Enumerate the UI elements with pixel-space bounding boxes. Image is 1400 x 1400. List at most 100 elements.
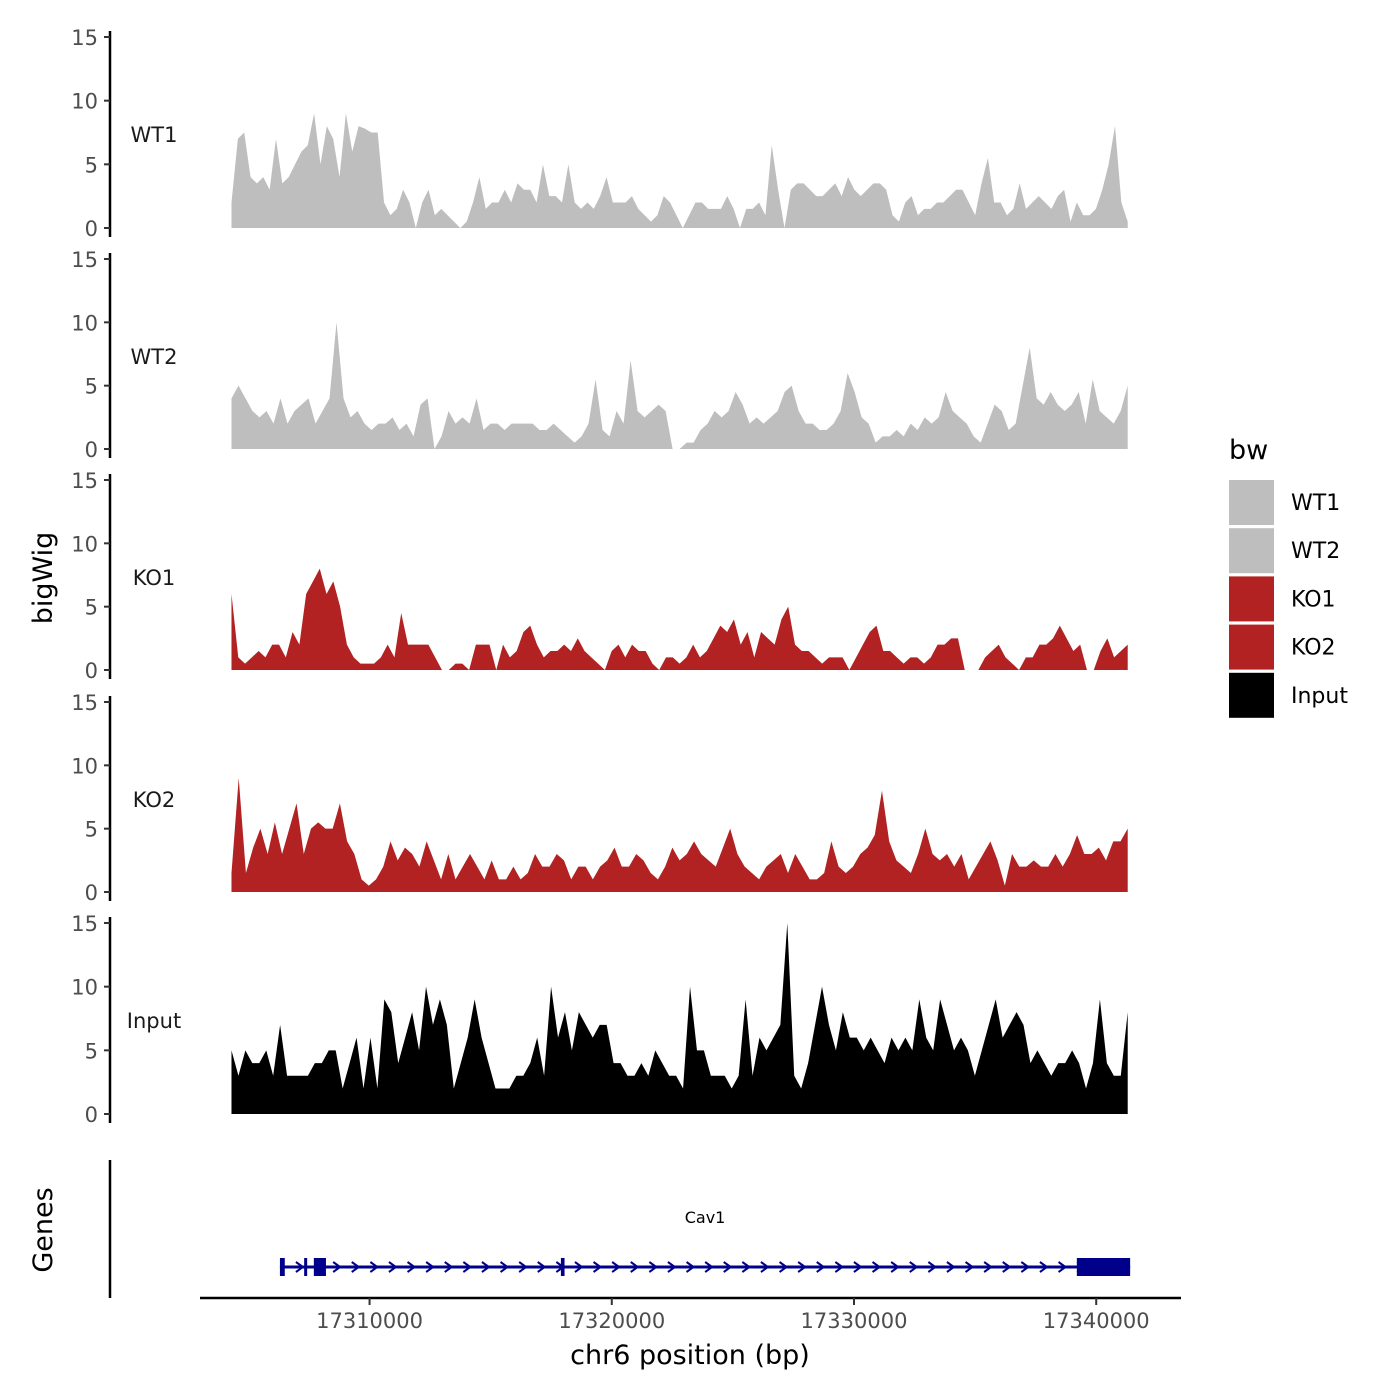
- legend-swatch: [1229, 624, 1274, 670]
- y-tick-label: 0: [85, 659, 98, 683]
- strand-arrow: [1020, 1261, 1031, 1273]
- strand-arrow: [760, 1261, 770, 1273]
- legend-swatch: [1229, 480, 1274, 525]
- strand-arrow: [648, 1261, 659, 1273]
- y-tick-label: 0: [85, 438, 98, 462]
- strand-arrow: [351, 1261, 361, 1273]
- strand-arrow: [1057, 1261, 1068, 1273]
- gene-exon: [279, 1258, 285, 1276]
- strand-arrow: [1039, 1261, 1049, 1273]
- legend-title: bw: [1229, 435, 1268, 466]
- strand-arrow: [537, 1261, 547, 1273]
- x-tick-label: 17320000: [558, 1309, 665, 1333]
- strand-arrow: [890, 1261, 900, 1273]
- strand-arrow: [964, 1261, 975, 1273]
- strand-arrow: [630, 1261, 640, 1273]
- y-tick-label: 5: [85, 1039, 98, 1063]
- strand-arrow: [685, 1261, 696, 1273]
- gene-name-label: Cav1: [685, 1208, 726, 1227]
- strand-arrow: [797, 1261, 807, 1273]
- strand-arrow: [611, 1261, 621, 1273]
- track-label: WT1: [131, 123, 178, 147]
- strand-arrow: [295, 1261, 305, 1273]
- strand-arrow: [667, 1261, 677, 1273]
- track-label: KO2: [133, 788, 176, 812]
- x-axis-title: chr6 position (bp): [570, 1340, 810, 1371]
- y-tick-label: 10: [71, 311, 98, 335]
- signal-area-ko1: [231, 568, 1128, 670]
- strand-arrow: [1002, 1261, 1012, 1273]
- y-tick-label: 5: [85, 153, 98, 177]
- x-tick-label: 17310000: [316, 1309, 423, 1333]
- y-tick-label: 0: [85, 217, 98, 241]
- legend-label: Input: [1291, 684, 1348, 709]
- strand-arrow: [444, 1261, 454, 1273]
- strand-arrow: [518, 1261, 528, 1273]
- y-tick-label: 15: [71, 26, 98, 50]
- strand-arrow: [704, 1261, 714, 1273]
- strand-arrow: [741, 1261, 752, 1273]
- track-input: 0 5 10 15 Input: [71, 912, 1128, 1127]
- gene-track: Cav1: [108, 1160, 1131, 1298]
- strand-arrow: [778, 1261, 789, 1273]
- y-tick-label: 10: [71, 90, 98, 114]
- y-axis-title: bigWig: [28, 532, 59, 625]
- legend-item-wt2: WT2: [1229, 528, 1340, 574]
- x-tick-label: 17330000: [801, 1309, 908, 1333]
- legend-item-ko2: KO2: [1229, 624, 1336, 670]
- y-tick-label: 15: [71, 912, 98, 936]
- track-label: KO1: [133, 566, 176, 590]
- signal-area-wt2: [231, 322, 1128, 449]
- strand-arrow: [406, 1261, 417, 1273]
- strand-arrow: [332, 1261, 342, 1273]
- legend-swatch: [1229, 672, 1274, 718]
- track-ko2: 0 5 10 15 KO2: [71, 691, 1128, 905]
- signal-area-ko2: [231, 778, 1128, 892]
- y-tick-label: 5: [85, 596, 98, 620]
- legend-swatch: [1229, 576, 1274, 622]
- y-tick-label: 10: [71, 754, 98, 778]
- signal-area-wt1: [231, 113, 1128, 228]
- y-tick-label: 0: [85, 881, 98, 905]
- y-tick-label: 15: [71, 469, 98, 493]
- signal-area-input: [231, 923, 1128, 1114]
- genes-axis-title: Genes: [28, 1187, 59, 1272]
- strand-arrow: [462, 1261, 473, 1273]
- strand-arrow: [574, 1261, 584, 1273]
- strand-arrow: [481, 1261, 491, 1273]
- gene-exon: [313, 1258, 326, 1276]
- y-tick-label: 5: [85, 375, 98, 399]
- legend-label: WT1: [1291, 491, 1340, 516]
- legend-label: KO2: [1291, 636, 1336, 661]
- strand-arrow: [425, 1261, 435, 1273]
- gene-exon: [304, 1258, 308, 1276]
- y-tick-label: 15: [71, 691, 98, 715]
- legend-label: WT2: [1291, 539, 1340, 564]
- legend-label: KO1: [1291, 587, 1336, 612]
- signal-tracks: 0 5 10 15 WT1 0 5 10 15 WT2 0 5 10 15 KO1 0 5 10 15 KO2 0 5 10…: [71, 26, 1128, 1127]
- strand-arrow: [946, 1261, 956, 1273]
- strand-arrow: [592, 1261, 603, 1273]
- track-wt2: 0 5 10 15 WT2: [71, 248, 1128, 462]
- strand-arrow: [983, 1261, 993, 1273]
- gene-exon: [560, 1258, 565, 1276]
- track-ko1: 0 5 10 15 KO1: [71, 469, 1128, 683]
- legend: bw WT1 WT2 KO1 KO2 Input: [1229, 435, 1348, 718]
- y-tick-label: 0: [85, 1103, 98, 1127]
- strand-arrow: [388, 1261, 398, 1273]
- y-tick-label: 15: [71, 248, 98, 272]
- track-label: WT2: [131, 345, 178, 369]
- strand-arrow: [927, 1261, 938, 1273]
- y-tick-label: 10: [71, 976, 98, 1000]
- strand-arrow: [834, 1261, 845, 1273]
- strand-arrow: [499, 1261, 510, 1273]
- strand-arrow: [816, 1261, 826, 1273]
- y-tick-label: 5: [85, 818, 98, 842]
- x-axis: 17310000 17320000 17330000 17340000: [200, 1296, 1181, 1333]
- y-tick-label: 10: [71, 532, 98, 556]
- legend-item-input: Input: [1229, 672, 1348, 718]
- strand-arrow: [369, 1261, 380, 1273]
- gene-exon: [1076, 1258, 1131, 1276]
